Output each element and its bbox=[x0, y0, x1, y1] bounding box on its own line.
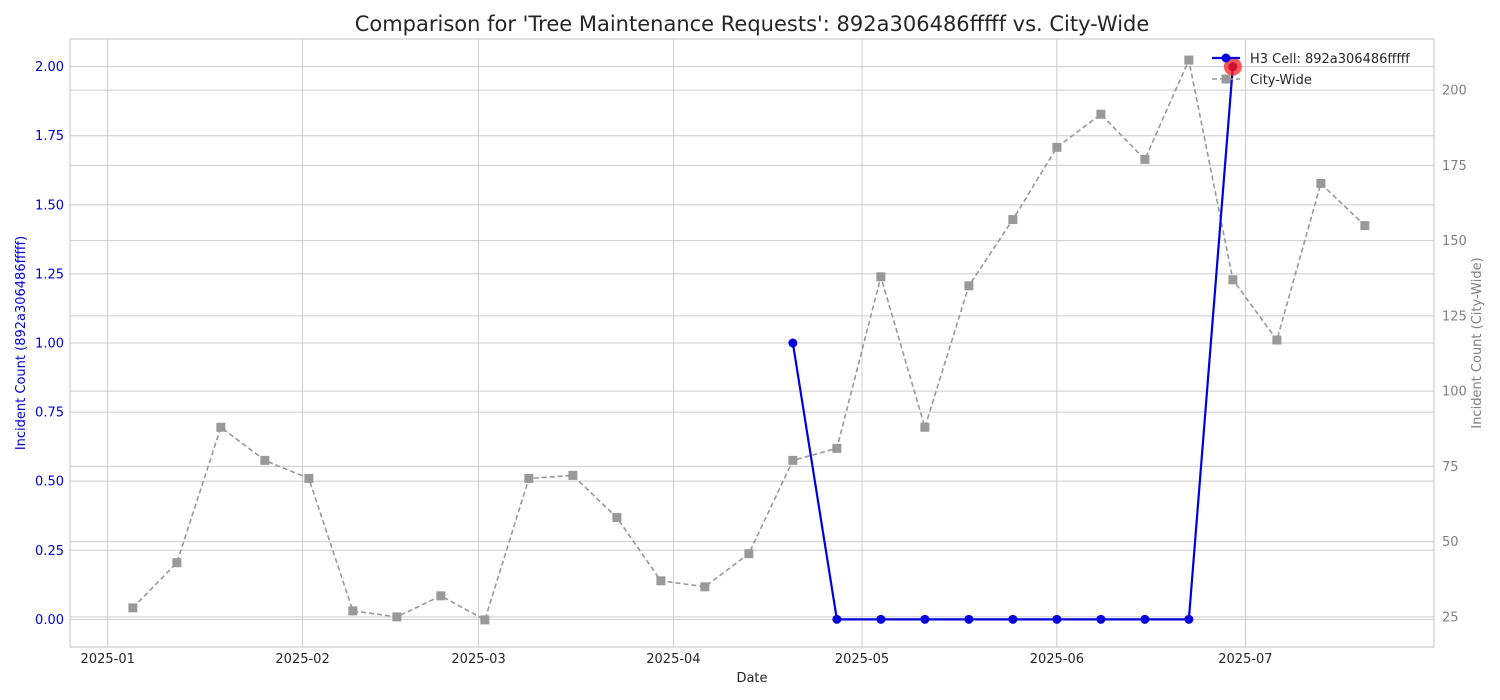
data-point-city-wide bbox=[700, 582, 710, 592]
data-point-city-wide bbox=[744, 549, 754, 559]
x-tick-label: 2025-03 bbox=[451, 652, 505, 667]
x-axis-title: Date bbox=[736, 671, 767, 686]
data-point-h3-cell bbox=[964, 614, 974, 624]
x-tick-label: 2025-01 bbox=[81, 652, 135, 667]
data-point-city-wide bbox=[524, 473, 534, 483]
data-point-h3-cell bbox=[1184, 614, 1194, 624]
data-point-city-wide bbox=[876, 272, 886, 282]
data-point-city-wide bbox=[1360, 221, 1370, 231]
data-point-h3-cell bbox=[920, 614, 930, 624]
left-y-tick-label: 1.50 bbox=[35, 198, 64, 213]
data-point-h3-cell bbox=[1140, 614, 1150, 624]
right-axis-title: Incident Count (City-Wide) bbox=[1470, 257, 1485, 428]
data-point-city-wide bbox=[480, 615, 490, 625]
x-tick-label: 2025-07 bbox=[1218, 652, 1272, 667]
data-point-city-wide bbox=[1228, 275, 1238, 285]
legend-marker-city-wide bbox=[1221, 74, 1231, 84]
data-point-city-wide bbox=[1008, 215, 1018, 225]
legend-label-city-wide: City-Wide bbox=[1250, 73, 1312, 88]
data-point-city-wide bbox=[392, 612, 402, 622]
data-point-city-wide bbox=[920, 422, 930, 432]
data-point-h3-cell bbox=[788, 338, 798, 348]
data-point-city-wide bbox=[832, 443, 842, 453]
data-point-h3-cell bbox=[876, 614, 886, 624]
plot-frame bbox=[69, 38, 1435, 648]
chart-title: Comparison for 'Tree Maintenance Request… bbox=[355, 12, 1150, 36]
left-y-tick-label: 2.00 bbox=[35, 60, 64, 75]
left-y-tick-label: 0.75 bbox=[35, 406, 64, 421]
data-point-city-wide bbox=[656, 576, 666, 586]
data-point-h3-cell bbox=[1008, 614, 1018, 624]
right-y-tick-label: 50 bbox=[1442, 535, 1459, 550]
right-y-tick-label: 100 bbox=[1442, 385, 1467, 400]
grid bbox=[70, 39, 1434, 647]
data-point-city-wide bbox=[1184, 55, 1194, 65]
left-y-tick-label: 1.75 bbox=[35, 129, 64, 144]
data-point-city-wide bbox=[128, 603, 138, 613]
data-point-h3-cell bbox=[1096, 614, 1106, 624]
left-y-tick-label: 1.00 bbox=[35, 337, 64, 352]
data-point-city-wide bbox=[568, 470, 578, 480]
data-point-city-wide bbox=[964, 281, 974, 291]
data-point-city-wide bbox=[1140, 154, 1150, 164]
data-point-city-wide bbox=[1272, 335, 1282, 345]
highlight-marker-core bbox=[1228, 62, 1238, 72]
series-line-city-wide bbox=[132, 59, 1366, 621]
legend-label-h3-cell: H3 Cell: 892a306486fffff bbox=[1250, 52, 1410, 67]
data-point-city-wide bbox=[788, 455, 798, 465]
data-point-h3-cell bbox=[1052, 614, 1062, 624]
left-y-tick-label: 0.25 bbox=[35, 544, 64, 559]
x-tick-label: 2025-02 bbox=[275, 652, 329, 667]
right-axis: 25 50 75 100 125 150 175 200 bbox=[1442, 84, 1467, 626]
right-y-tick-label: 175 bbox=[1442, 159, 1467, 174]
data-point-city-wide bbox=[172, 558, 182, 568]
legend-marker-h3-cell bbox=[1221, 53, 1231, 63]
data-point-city-wide bbox=[304, 473, 314, 483]
right-y-tick-label: 75 bbox=[1442, 460, 1459, 475]
data-point-city-wide bbox=[348, 606, 358, 616]
x-tick-label: 2025-04 bbox=[646, 652, 700, 667]
left-y-tick-label: 0.00 bbox=[35, 613, 64, 628]
left-y-tick-label: 1.25 bbox=[35, 267, 64, 282]
x-tick-label: 2025-05 bbox=[835, 652, 889, 667]
data-point-city-wide bbox=[1096, 109, 1106, 119]
right-y-tick-label: 125 bbox=[1442, 309, 1467, 324]
data-point-city-wide bbox=[1316, 178, 1326, 188]
data-point-city-wide bbox=[436, 591, 446, 601]
data-point-city-wide bbox=[260, 455, 270, 465]
x-tick-label: 2025-06 bbox=[1030, 652, 1084, 667]
data-point-city-wide bbox=[216, 422, 226, 432]
data-point-city-wide bbox=[1052, 142, 1062, 152]
series-layer bbox=[128, 55, 1370, 625]
x-axis: 2025-01 2025-02 2025-03 2025-04 2025-05 2025-… bbox=[81, 652, 1273, 667]
left-axis: 0.00 0.25 0.50 0.75 1.00 1.25 1.50 1.75 2.00 bbox=[35, 60, 64, 628]
right-y-tick-label: 200 bbox=[1442, 84, 1467, 99]
right-y-tick-label: 150 bbox=[1442, 234, 1467, 249]
data-point-h3-cell bbox=[832, 614, 842, 624]
data-point-city-wide bbox=[612, 513, 622, 523]
left-y-tick-label: 0.50 bbox=[35, 475, 64, 490]
legend: H3 Cell: 892a306486fffff City-Wide bbox=[1212, 52, 1410, 88]
right-y-tick-label: 25 bbox=[1442, 610, 1459, 625]
left-axis-title: Incident Count (892a306486fffff) bbox=[14, 236, 29, 450]
